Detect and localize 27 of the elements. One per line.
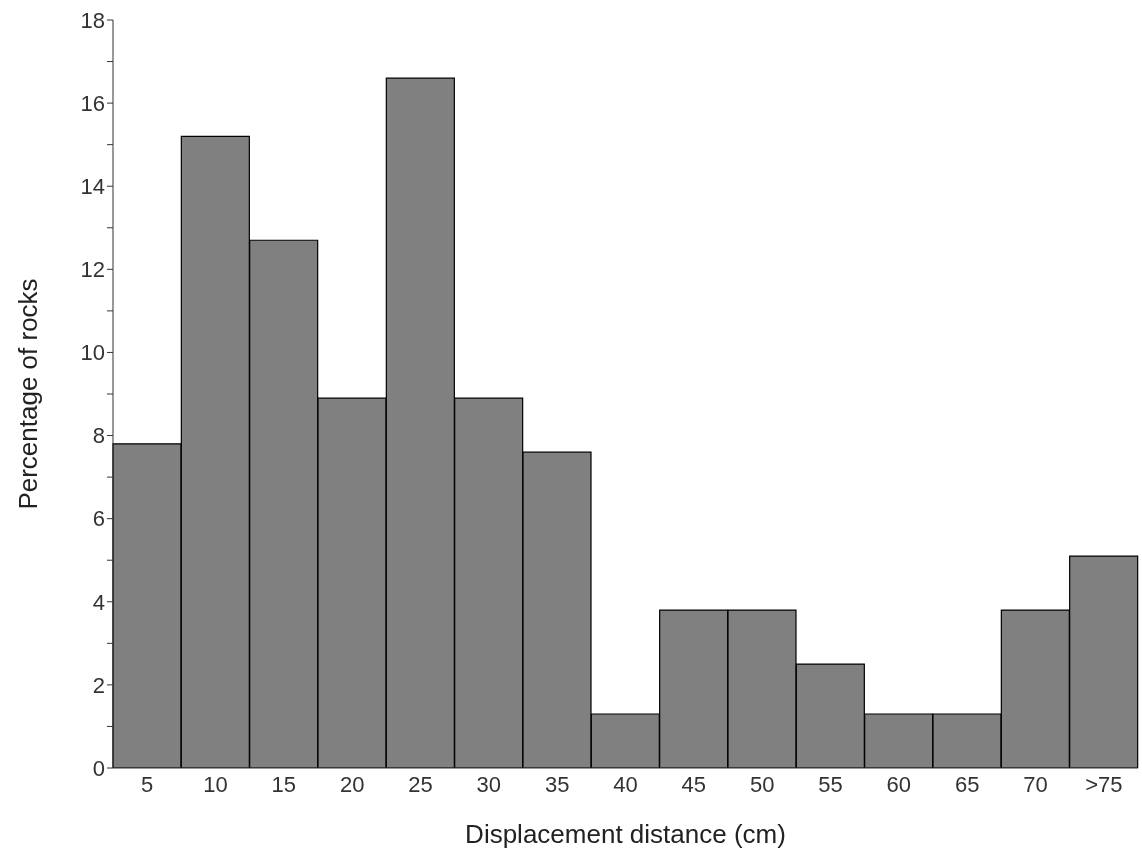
y-axis-title: Percentage of rocks: [13, 278, 44, 510]
y-tick-label: 16: [80, 90, 105, 116]
x-tick-label: 60: [886, 771, 912, 797]
x-tick-label: 20: [339, 771, 365, 797]
x-axis-title: Displacement distance (cm): [465, 819, 786, 849]
x-tick-label: 45: [681, 771, 707, 797]
y-tick-label: 6: [92, 506, 105, 532]
y-tick-label: 0: [92, 755, 105, 781]
y-tick-label: 2: [92, 672, 105, 698]
x-tick-label: 5: [141, 771, 154, 797]
x-tick-label: 35: [544, 771, 570, 797]
x-tick-label: >75: [1085, 771, 1123, 797]
y-tick-label: 4: [92, 589, 105, 615]
x-tick-label: 65: [954, 771, 980, 797]
y-tick-label: 18: [80, 7, 105, 33]
x-tick-label: 30: [476, 771, 502, 797]
x-tick-label: 40: [613, 771, 638, 797]
x-tick-label: 15: [271, 771, 297, 797]
x-tick-label: 50: [749, 771, 775, 797]
x-tick-label: 55: [818, 771, 843, 797]
y-tick-label: 14: [80, 174, 105, 200]
y-tick-label: 12: [80, 257, 105, 283]
y-tick-label: 8: [92, 423, 105, 449]
y-tick-label: 10: [80, 340, 105, 366]
x-tick-label: 70: [1023, 771, 1048, 797]
x-tick-label: 25: [408, 771, 433, 797]
x-tick-label: 10: [203, 771, 228, 797]
